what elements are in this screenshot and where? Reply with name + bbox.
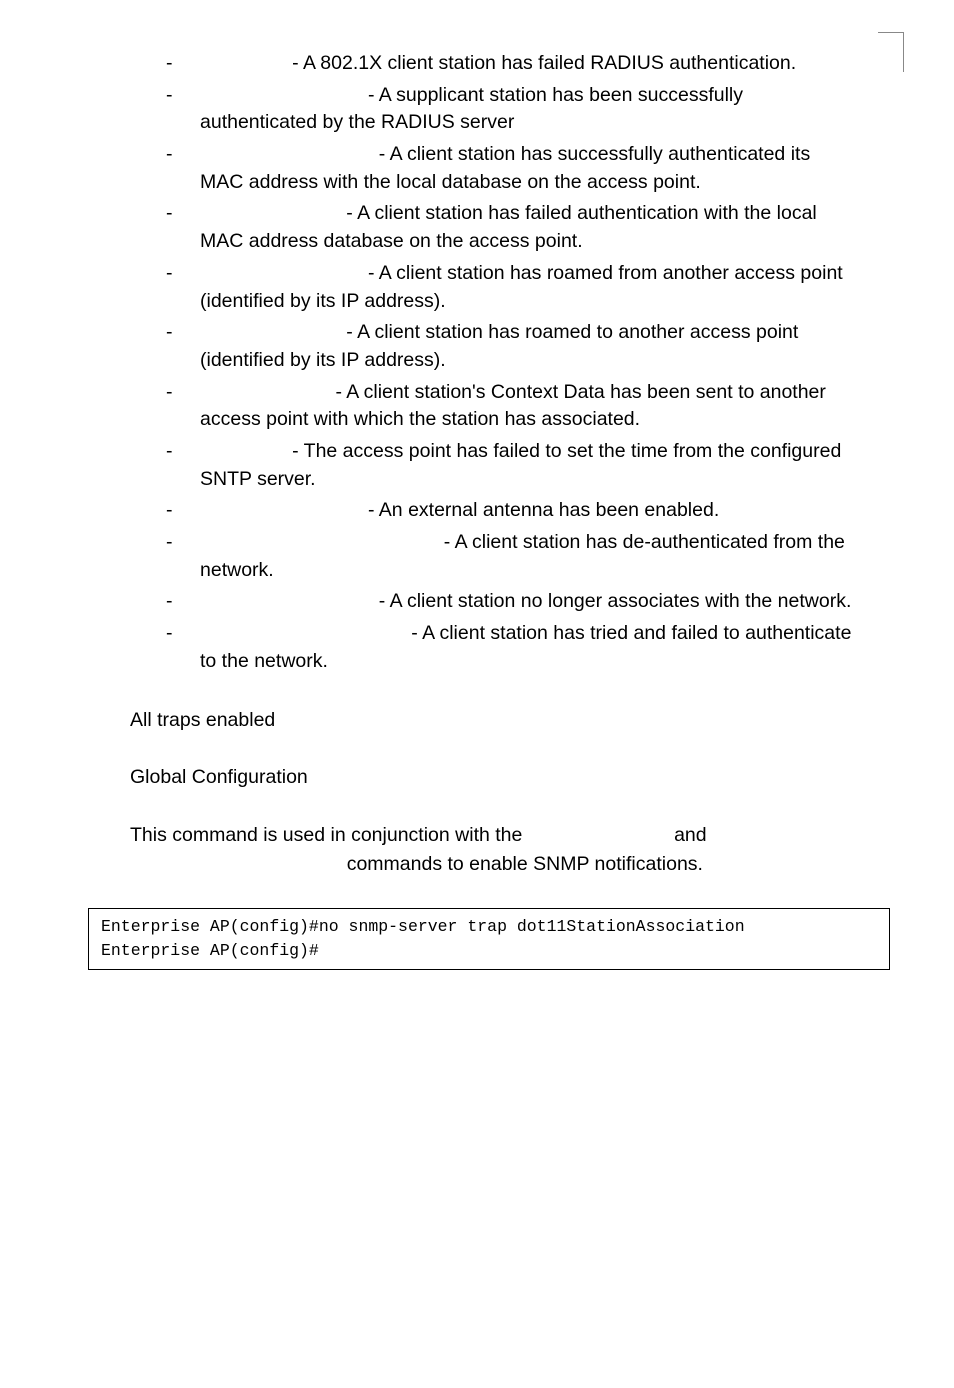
bullet-leading-space — [200, 440, 287, 462]
bullet-text: - A client station has de-authenticated … — [200, 529, 854, 584]
bullet-dash: - — [166, 620, 200, 648]
bullet-leading-space — [200, 262, 363, 284]
bullet-text: - A client station has roamed from anoth… — [200, 260, 854, 315]
bullet-dash: - — [166, 438, 200, 466]
trap-bullet-item: - - A client station has de-authenticate… — [166, 529, 854, 584]
bullet-leading-space — [200, 202, 341, 224]
bullet-text: - A client station has tried and failed … — [200, 620, 854, 675]
trap-bullet-item: - - An external antenna has been enabled… — [166, 497, 854, 525]
bullet-body: - An external antenna has been enabled. — [363, 499, 720, 521]
bullet-text: - A client station's Context Data has be… — [200, 379, 854, 434]
related-part-a: This command is used in conjunction with… — [130, 824, 528, 846]
trap-bullet-item: - - A 802.1X client station has failed R… — [166, 50, 854, 78]
bullet-text: - A client station has failed authentica… — [200, 200, 854, 255]
trap-bullet-list: - - A 802.1X client station has failed R… — [166, 50, 854, 675]
trap-bullet-item: - - A client station no longer associate… — [166, 588, 854, 616]
bullet-dash: - — [166, 588, 200, 616]
command-mode-value: Global Configuration — [130, 766, 864, 789]
bullet-body: - A 802.1X client station has failed RAD… — [287, 52, 796, 74]
bullet-leading-space — [200, 381, 330, 403]
related-commands-text: This command is used in conjunction with… — [130, 821, 844, 878]
bullet-leading-space — [200, 143, 373, 165]
default-setting-value: All traps enabled — [130, 709, 864, 732]
related-gap-2 — [130, 853, 341, 875]
bullet-text: - A client station has successfully auth… — [200, 141, 854, 196]
bullet-text: - A client station has roamed to another… — [200, 319, 854, 374]
bullet-text: - A supplicant station has been successf… — [200, 82, 854, 137]
trap-bullet-item: - - A client station's Context Data has … — [166, 379, 854, 434]
bullet-dash: - — [166, 141, 200, 169]
trap-bullet-item: - - The access point has failed to set t… — [166, 438, 854, 493]
bullet-dash: - — [166, 529, 200, 557]
page-corner-mark — [878, 32, 904, 72]
bullet-dash: - — [166, 50, 200, 78]
related-part-b: and — [669, 824, 707, 846]
bullet-dash: - — [166, 319, 200, 347]
bullet-leading-space — [200, 622, 406, 644]
bullet-leading-space — [200, 84, 363, 106]
bullet-leading-space — [200, 590, 373, 612]
bullet-leading-space — [200, 531, 438, 553]
trap-bullet-item: - - A client station has roamed to anoth… — [166, 319, 854, 374]
trap-bullet-item: - - A client station has tried and faile… — [166, 620, 854, 675]
bullet-body: - A client station no longer associates … — [373, 590, 851, 612]
bullet-text: - A client station no longer associates … — [200, 588, 854, 616]
bullet-leading-space — [200, 52, 287, 74]
trap-bullet-item: - - A client station has successfully au… — [166, 141, 854, 196]
bullet-dash: - — [166, 497, 200, 525]
bullet-text: - The access point has failed to set the… — [200, 438, 854, 493]
related-part-c: commands to enable SNMP notifications. — [341, 853, 703, 875]
bullet-text: - A 802.1X client station has failed RAD… — [200, 50, 854, 78]
bullet-dash: - — [166, 260, 200, 288]
trap-bullet-item: - - A client station has failed authenti… — [166, 200, 854, 255]
bullet-dash: - — [166, 379, 200, 407]
bullet-text: - An external antenna has been enabled. — [200, 497, 854, 525]
bullet-leading-space — [200, 499, 363, 521]
trap-bullet-item: - - A client station has roamed from ano… — [166, 260, 854, 315]
bullet-dash: - — [166, 82, 200, 110]
bullet-dash: - — [166, 200, 200, 228]
bullet-body: - The access point has failed to set the… — [200, 440, 841, 490]
trap-bullet-item: - - A supplicant station has been succes… — [166, 82, 854, 137]
related-gap-1 — [528, 824, 669, 846]
example-code-box: Enterprise AP(config)#no snmp-server tra… — [88, 908, 890, 970]
page: - - A 802.1X client station has failed R… — [0, 0, 954, 1388]
bullet-leading-space — [200, 321, 341, 343]
